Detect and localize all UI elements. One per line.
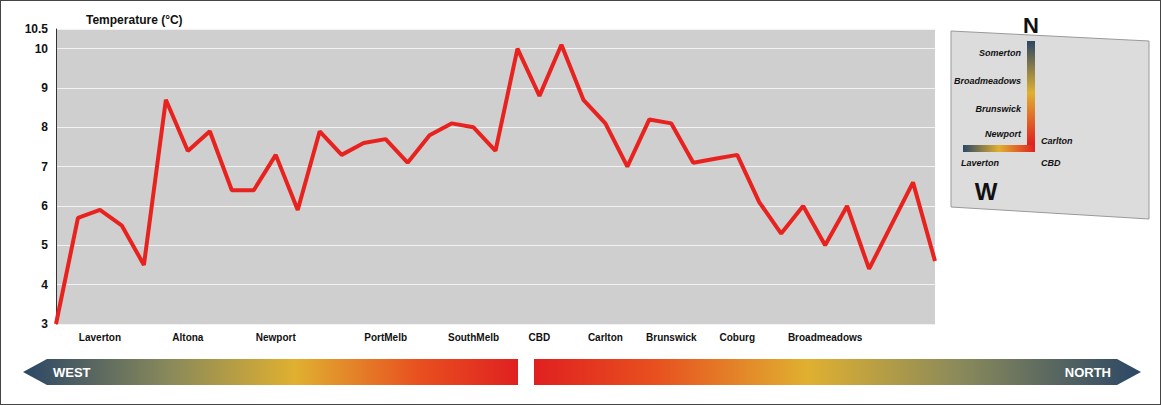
svg-text:7: 7	[41, 160, 48, 174]
svg-text:Broadmeadows: Broadmeadows	[788, 332, 863, 343]
svg-text:W: W	[975, 178, 998, 205]
svg-text:5: 5	[41, 238, 48, 252]
svg-text:Newport: Newport	[256, 332, 297, 343]
svg-text:Broadmeadows: Broadmeadows	[954, 76, 1021, 86]
svg-text:6: 6	[41, 199, 48, 213]
svg-text:9: 9	[41, 81, 48, 95]
svg-text:10.5: 10.5	[25, 22, 49, 36]
svg-text:Coburg: Coburg	[719, 332, 755, 343]
svg-text:Somerton: Somerton	[979, 48, 1022, 58]
svg-text:10: 10	[35, 42, 49, 56]
svg-text:Altona: Altona	[172, 332, 204, 343]
svg-text:Laverton: Laverton	[961, 158, 1000, 168]
svg-text:Newport: Newport	[985, 129, 1022, 139]
svg-text:Carlton: Carlton	[588, 332, 623, 343]
svg-text:SouthMelb: SouthMelb	[448, 332, 499, 343]
svg-text:CBD: CBD	[529, 332, 551, 343]
svg-text:4: 4	[41, 278, 48, 292]
svg-text:Carlton: Carlton	[1041, 136, 1073, 146]
svg-text:Temperature (°C): Temperature (°C)	[86, 13, 183, 27]
svg-text:Laverton: Laverton	[79, 332, 121, 343]
svg-text:NORTH: NORTH	[1065, 365, 1111, 380]
svg-text:WEST: WEST	[53, 365, 91, 380]
svg-text:PortMelb: PortMelb	[364, 332, 407, 343]
svg-text:Brunswick: Brunswick	[975, 104, 1022, 114]
svg-text:CBD: CBD	[1041, 158, 1061, 168]
svg-text:8: 8	[41, 120, 48, 134]
svg-text:3: 3	[41, 317, 48, 331]
svg-text:N: N	[1023, 13, 1039, 38]
svg-text:Brunswick: Brunswick	[646, 332, 697, 343]
